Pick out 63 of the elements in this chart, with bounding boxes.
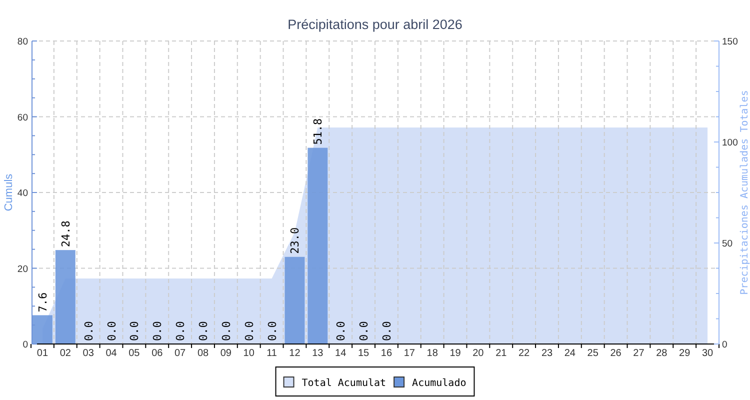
x-tick-label: 12 xyxy=(289,348,301,359)
x-tick-label: 13 xyxy=(312,348,324,359)
x-tick-label: 05 xyxy=(128,348,140,359)
x-tick-label: 04 xyxy=(106,348,118,359)
data-label: 23.0 xyxy=(288,227,302,254)
x-tick-label: 16 xyxy=(380,348,392,359)
x-tick-label: 22 xyxy=(518,348,530,359)
y-tick-label: 40 xyxy=(17,188,28,199)
x-tick-label: 26 xyxy=(610,348,622,359)
x-tick-label: 03 xyxy=(82,348,94,359)
x-tick-label: 17 xyxy=(404,348,416,359)
x-tick-label: 09 xyxy=(220,348,232,359)
data-label: 0.0 xyxy=(220,321,233,341)
y-tick-label: 80 xyxy=(17,36,28,48)
x-tick-label: 19 xyxy=(450,348,462,359)
x-tick-label: 24 xyxy=(564,348,576,359)
y2-tick-label: 0 xyxy=(722,340,728,350)
data-label: 0.0 xyxy=(380,321,394,341)
x-tick-label: 21 xyxy=(496,348,508,359)
data-label: 0.0 xyxy=(82,321,96,341)
x-tick-label: 25 xyxy=(587,348,599,359)
data-label: 0.0 xyxy=(128,321,142,341)
x-tick-label: 02 xyxy=(60,348,72,359)
data-label: 0.0 xyxy=(266,321,279,341)
data-label: 0.0 xyxy=(197,321,210,341)
data-label: 0.0 xyxy=(334,321,348,341)
y-tick-label: 60 xyxy=(17,112,28,124)
legend-label: Acumulado xyxy=(412,378,466,389)
x-tick-label: 20 xyxy=(472,348,484,359)
x-tick-label: 07 xyxy=(174,348,186,359)
data-label: 7.6 xyxy=(36,292,50,312)
x-tick-label: 01 xyxy=(36,348,48,359)
legend-label: Total Acumulat xyxy=(302,378,386,389)
y-tick-label: 0 xyxy=(22,340,28,350)
data-label: 0.0 xyxy=(174,321,188,341)
x-tick-label: 28 xyxy=(656,348,668,359)
y2-axis-title: Precipitaciones Acumulades Totales xyxy=(740,90,750,295)
data-label: 0.0 xyxy=(242,321,256,341)
x-tick-label: 11 xyxy=(266,348,278,359)
bar xyxy=(308,148,328,344)
data-label: 24.8 xyxy=(59,220,72,248)
data-label: 0.0 xyxy=(151,321,164,341)
data-label: 0.0 xyxy=(105,321,118,341)
x-tick-label: 14 xyxy=(335,348,347,359)
data-label: 51.8 xyxy=(312,118,325,145)
y2-tick-label: 50 xyxy=(722,238,733,250)
x-tick-label: 18 xyxy=(426,348,438,359)
y-tick-label: 20 xyxy=(17,264,28,275)
x-tick-label: 29 xyxy=(679,348,691,359)
chart-title: Précipitations pour abril 2026 xyxy=(288,17,462,32)
x-tick-label: 10 xyxy=(243,348,255,359)
bar xyxy=(284,256,305,344)
x-tick-label: 30 xyxy=(702,348,714,359)
y2-tick-label: 100 xyxy=(722,138,738,148)
x-tick-label: 15 xyxy=(358,348,370,359)
y-axis-title: Cumuls xyxy=(3,173,15,212)
x-tick-label: 27 xyxy=(633,348,645,359)
x-tick-label: 23 xyxy=(541,348,553,359)
y2-tick-label: 150 xyxy=(722,36,738,48)
bar xyxy=(55,250,76,344)
x-tick-label: 08 xyxy=(197,348,209,359)
x-tick-label: 06 xyxy=(152,348,164,359)
data-label: 0.0 xyxy=(358,321,371,341)
